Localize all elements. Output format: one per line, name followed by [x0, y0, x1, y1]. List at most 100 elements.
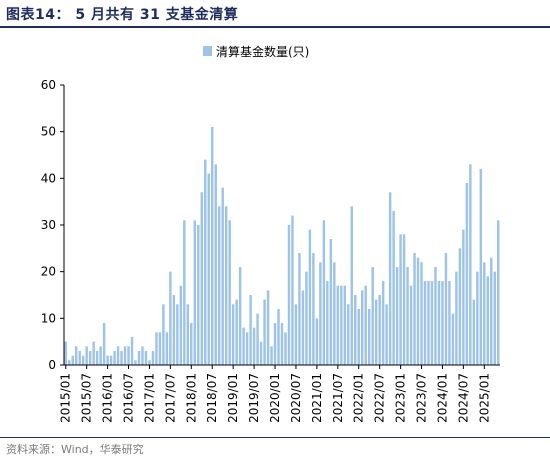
bar-2024/04 [451, 313, 455, 365]
bar-2016/06 [123, 346, 127, 365]
bar-2019/07 [252, 327, 256, 365]
bar-2015/04 [74, 346, 78, 365]
x-tick-label: 2016/07 [122, 373, 136, 423]
bar-2024/02 [444, 253, 448, 365]
bar-2023/04 [409, 285, 413, 365]
bar-2020/12 [312, 253, 315, 365]
bar-2019/03 [238, 267, 242, 365]
bar-2018/03 [197, 225, 200, 365]
x-axis: 2015/01 2015/07 2016/01 2016/07 2017/01 2017/… [59, 364, 500, 423]
bar-2022/11 [392, 211, 395, 365]
bar-2024/01 [441, 281, 444, 365]
bar-2019/06 [249, 295, 252, 365]
bar-2015/07 [85, 346, 88, 365]
y-tick-label: 30 [41, 218, 56, 232]
bar-2022/03 [364, 285, 367, 365]
bar-2021/12 [354, 295, 357, 365]
bar-2023/09 [427, 281, 430, 365]
x-tick-label: 2025/01 [477, 373, 491, 423]
bar-2021/08 [340, 285, 343, 365]
bar-2019/11 [266, 290, 270, 365]
bar-2017/02 [151, 351, 155, 365]
bar-2018/11 [224, 206, 228, 365]
bar-2019/05 [245, 332, 249, 365]
bar-2015/10 [95, 351, 99, 365]
bar-2021/02 [319, 262, 322, 365]
bar-2018/08 [214, 164, 217, 365]
x-tick-label: 2023/01 [394, 373, 408, 423]
bar-2015/02 [68, 360, 71, 365]
bar-2020/10 [305, 271, 308, 365]
bar-2024/09 [469, 164, 472, 365]
bar-2022/07 [378, 295, 381, 365]
bar-2021/09 [343, 285, 346, 365]
x-tick-label: 2021/07 [331, 373, 345, 423]
title-rule [0, 26, 550, 28]
bar-2022/12 [395, 267, 399, 365]
bar-2022/09 [385, 304, 388, 365]
bar-2016/07 [127, 346, 130, 365]
bar-2016/12 [144, 351, 148, 365]
bar-2025/01 [483, 262, 486, 365]
bar-2020/05 [287, 225, 291, 365]
bar-2019/12 [270, 346, 273, 365]
bar-2017/06 [165, 332, 169, 365]
bar-2017/11 [183, 220, 186, 365]
bar-2015/08 [88, 351, 92, 365]
bar-2023/03 [406, 267, 409, 365]
bar-2021/04 [326, 281, 329, 365]
bar-2022/06 [374, 299, 378, 365]
bar-2020/08 [298, 253, 301, 365]
y-tick-label: 60 [41, 78, 56, 92]
bar-2018/01 [190, 323, 193, 365]
bar-2017/01 [148, 360, 151, 365]
bar-2018/07 [211, 127, 214, 365]
bar-2021/06 [333, 262, 336, 365]
x-tick-label: 2017/07 [163, 373, 177, 423]
bar-2020/03 [280, 323, 284, 365]
bar-2025/02 [486, 276, 490, 365]
bar-2023/02 [402, 234, 406, 365]
bar-2019/01 [231, 304, 235, 365]
bar-2024/03 [448, 281, 451, 365]
bar-2021/10 [347, 304, 350, 365]
bar-2024/10 [472, 299, 476, 365]
bar-2022/02 [361, 290, 364, 365]
bar-2019/10 [263, 299, 266, 365]
bar-2021/05 [329, 239, 333, 365]
bar-2023/10 [430, 281, 434, 365]
bar-2016/11 [141, 346, 144, 365]
bar-2018/09 [218, 206, 221, 365]
bar-2017/12 [186, 304, 190, 365]
bar-2022/10 [388, 192, 392, 365]
x-tick-label: 2015/07 [80, 373, 94, 423]
bar-2017/10 [179, 285, 183, 365]
bar-2015/03 [71, 355, 74, 365]
y-tick-label: 50 [41, 125, 56, 139]
x-tick-label: 2019/01 [226, 373, 240, 423]
bar-2016/09 [134, 360, 137, 365]
bar-2023/05 [413, 253, 416, 365]
bar-2018/06 [207, 173, 210, 365]
x-tick-label: 2022/01 [352, 373, 366, 423]
bar-2023/06 [416, 257, 420, 365]
bar-2020/07 [294, 304, 298, 365]
bar-2025/03 [490, 257, 493, 365]
bar-2019/09 [259, 341, 263, 365]
bar-2016/03 [113, 351, 116, 365]
bar-2024/08 [465, 183, 469, 365]
page-title: 图表14： 5 月共有 31 支基金清算 [6, 7, 239, 23]
x-tick-label: 2020/01 [268, 373, 282, 423]
bar-2018/12 [228, 220, 231, 365]
bar-2020/02 [277, 309, 280, 365]
bar-2018/10 [221, 187, 224, 365]
bar-2017/04 [158, 332, 162, 365]
bar-2021/11 [350, 206, 353, 365]
bar-2018/05 [204, 159, 207, 365]
bar-2015/12 [102, 323, 106, 365]
x-tick-label: 2018/01 [184, 373, 198, 423]
x-tick-label: 2019/07 [247, 373, 261, 423]
bar-2015/05 [78, 351, 81, 365]
x-tick-label: 2022/07 [373, 373, 387, 423]
